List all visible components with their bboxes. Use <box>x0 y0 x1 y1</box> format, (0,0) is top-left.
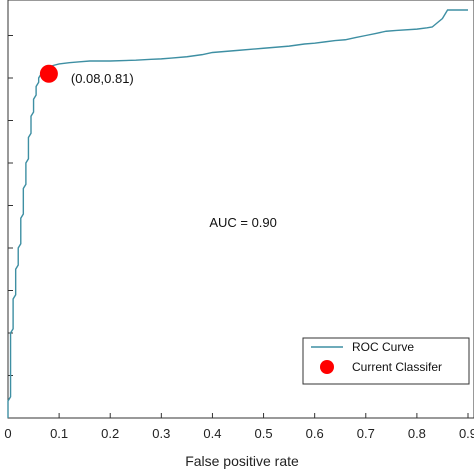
x-tick-label: 0.6 <box>306 426 324 441</box>
x-tick-label: 0.3 <box>152 426 170 441</box>
x-tick-label: 0.2 <box>101 426 119 441</box>
x-tick-label: 0.5 <box>255 426 273 441</box>
x-tick-label: 0.7 <box>357 426 375 441</box>
legend-label-classifier: Current Classifer <box>352 360 442 374</box>
x-tick-label: 0.9 <box>459 426 474 441</box>
legend-label-roc: ROC Curve <box>352 340 414 354</box>
x-axis-label: False positive rate <box>185 453 299 469</box>
point-annotation: (0.08,0.81) <box>71 71 134 86</box>
auc-annotation: AUC = 0.90 <box>209 215 277 230</box>
legend-box <box>302 337 470 385</box>
legend: ROC Curve Current Classifer <box>302 337 470 385</box>
current-classifier-point <box>39 64 58 83</box>
x-tick-label: 0.8 <box>408 426 426 441</box>
x-axis-ticks: 0 0.1 0.2 0.3 0.4 0.5 0.6 0.7 0.8 0.9 <box>4 413 474 441</box>
legend-marker-classifier <box>320 360 334 374</box>
x-tick-label: 0.4 <box>203 426 221 441</box>
x-tick-label: 0 <box>4 426 11 441</box>
roc-curve-line <box>7 9 468 418</box>
x-tick-label: 0.1 <box>50 426 68 441</box>
